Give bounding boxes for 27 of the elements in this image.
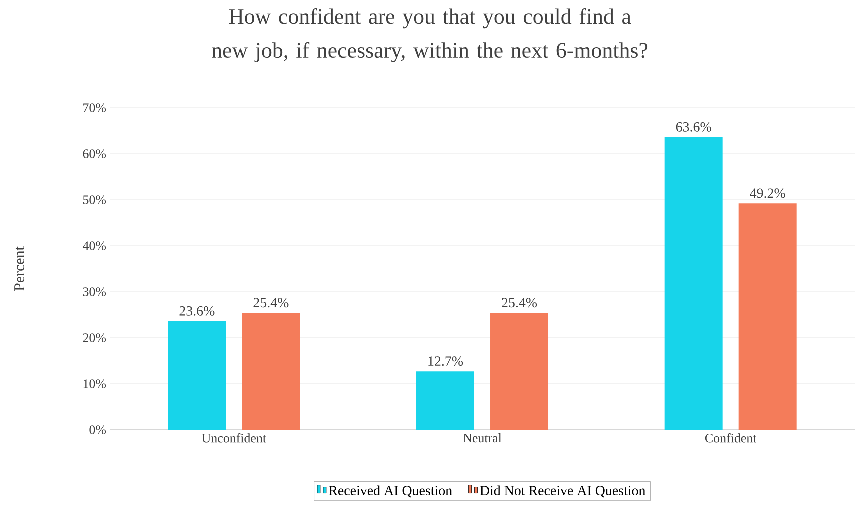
data-label: 12.7%	[428, 356, 464, 366]
bar	[490, 313, 549, 430]
y-tick-label: 70%	[84, 104, 106, 112]
y-axis-title: Percent	[14, 246, 25, 291]
bar	[168, 321, 226, 430]
x-tick-label: Unconfident	[202, 434, 266, 443]
y-tick-label: 20%	[83, 334, 106, 342]
x-tick-label: Confident	[705, 434, 757, 443]
y-tick-label: 60%	[83, 150, 106, 158]
chart-title: How confident are you that you could find a new job, if necessary, within the next 6-months?	[212, 8, 648, 63]
y-tick-label: 10%	[84, 380, 106, 388]
data-label: 25.4%	[502, 298, 538, 308]
legend-label: Received AI Question	[329, 486, 452, 498]
legend-label: Did Not Receive AI Question	[480, 486, 646, 498]
y-tick-label: 40%	[82, 242, 106, 250]
y-tick-label: 50%	[83, 196, 106, 204]
bar	[738, 204, 797, 430]
bar	[664, 137, 723, 430]
bar	[242, 313, 300, 430]
bar	[416, 372, 475, 430]
data-label: 63.6%	[676, 122, 712, 132]
x-tick-label: Neutral	[463, 434, 502, 443]
data-label: 49.2%	[750, 188, 786, 198]
y-tick-label: 0%	[90, 426, 106, 434]
data-label: 25.4%	[254, 298, 289, 308]
data-label: 23.6%	[180, 306, 215, 316]
y-tick-label: 30%	[83, 288, 106, 296]
